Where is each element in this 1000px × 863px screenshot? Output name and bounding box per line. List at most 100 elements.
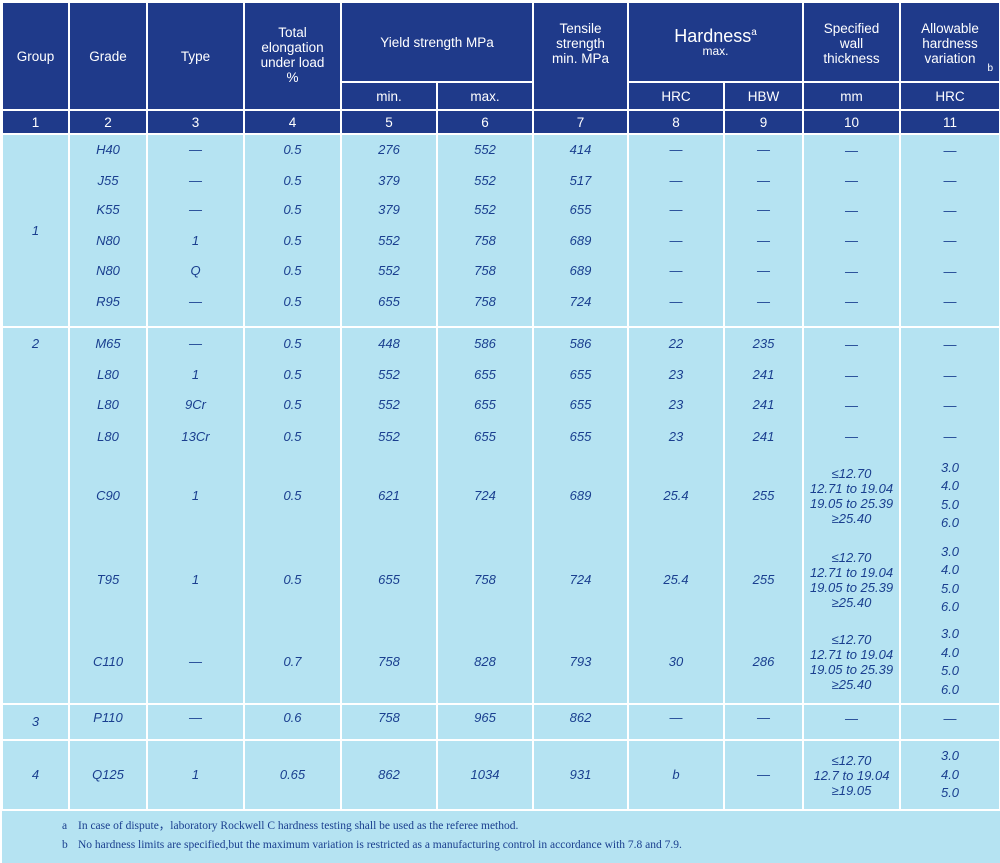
type-cell: — (146, 621, 245, 704)
table-body: 1 H40—0.5 276 552 414— — — — J55—0.5 379 552 517— — —… (1, 133, 1000, 810)
column-number: 3 (146, 109, 245, 135)
header-group: Group (1, 1, 70, 111)
hbw-cell: — (722, 196, 805, 224)
variation-value: 6.0 (940, 681, 960, 697)
spacer-cell (899, 318, 1000, 327)
yield-min-cell: 862 (340, 739, 438, 810)
column-number: 10 (802, 109, 902, 135)
wall-thickness-cell: — (802, 224, 902, 257)
hbw-cell: 241 (722, 390, 805, 420)
grade-cell: T95 (68, 538, 148, 621)
wall-thickness-cell: ≤12.70 12.7 to 19.04 ≥19.05 (802, 739, 902, 810)
hardness-variation-cell: — (899, 133, 1000, 165)
wall-thickness-value: ≤12.70 (831, 465, 872, 481)
spacer-cell (899, 731, 1000, 740)
grade-cell: N80 (68, 257, 148, 285)
group-cell: 3 (1, 703, 70, 740)
hardness-variation-cell: 3.0 4.0 5.0 6.0 (899, 538, 1000, 621)
hrc-cell: 23 (627, 390, 725, 420)
footnotes-cell: a In case of dispute，laboratory Rockwell … (2, 809, 1000, 863)
group-spacer (2, 731, 1000, 740)
column-number: 4 (243, 109, 342, 135)
grade-cell: R95 (68, 285, 148, 318)
spacer-cell (532, 731, 629, 740)
wall-thickness-cell: — (802, 133, 902, 165)
footnote-a: a In case of dispute，laboratory Rockwell … (62, 820, 519, 832)
table-row: K55—0.5 379 552 655— — — — (2, 196, 1000, 224)
yield-max-cell: 655 (436, 390, 534, 420)
type-cell: — (146, 326, 245, 360)
column-number: 9 (722, 109, 805, 135)
hrc-cell: 22 (627, 326, 725, 360)
header-elongation: Total elongation under load % (243, 1, 342, 111)
column-number: 1 (1, 109, 70, 135)
hbw-cell: — (722, 703, 805, 731)
wall-thickness-value: ≤12.70 (831, 632, 872, 647)
yield-min-cell: 758 (340, 621, 438, 704)
hardness-variation-cell: — (899, 257, 1000, 285)
wall-thickness-cell: — (802, 360, 902, 390)
grade-cell: P110 (68, 703, 148, 731)
column-number: 5 (340, 109, 438, 135)
yield-min-cell: 621 (340, 453, 438, 538)
yield-min-cell: 379 (340, 165, 438, 196)
wall-thickness-cell: — (802, 285, 902, 318)
group-cell: 1 (1, 133, 70, 327)
elongation-cell: 0.5 (243, 285, 342, 318)
variation-value: 4.0 (940, 766, 960, 782)
tensile-cell: 655 (532, 390, 629, 420)
footnote-b: b No hardness limits are specified,but th… (62, 839, 682, 851)
tensile-cell: 724 (532, 285, 629, 318)
tensile-cell: 414 (532, 133, 629, 165)
column-number: 2 (68, 109, 148, 135)
hbw-cell: — (722, 739, 805, 810)
wall-thickness-value: — (845, 429, 859, 444)
spacer-cell (146, 318, 245, 327)
elongation-cell: 0.5 (243, 196, 342, 224)
tensile-cell: 724 (532, 538, 629, 621)
wall-thickness-value: 12.7 to 19.04 (813, 767, 890, 783)
yield-min-cell: 552 (340, 420, 438, 453)
column-number-row: 1 2 3 4 5 6 7 8 9 10 11 (1, 109, 1000, 135)
hrc-cell: 25.4 (627, 538, 725, 621)
wall-thickness-cell: ≤12.70 12.71 to 19.04 19.05 to 25.39 ≥25.40 (802, 538, 902, 621)
variation-value: — (943, 202, 957, 218)
hbw-cell: — (722, 285, 805, 318)
type-cell: 9Cr (146, 390, 245, 420)
type-cell: — (146, 133, 245, 165)
table-row: L80 1 0.5 552 655 655 23 241— — (2, 360, 1000, 390)
wall-thickness-value: ≥19.05 (831, 782, 872, 798)
hbw-cell: 255 (722, 538, 805, 621)
spacer-cell (243, 731, 342, 740)
hbw-cell: 241 (722, 360, 805, 390)
wall-thickness-cell: ≤12.70 12.71 to 19.04 19.05 to 25.39 ≥25.40 (802, 621, 902, 704)
wall-thickness-cell: — (802, 326, 902, 360)
variation-value: 3.0 (940, 626, 960, 641)
header-type: Type (146, 1, 245, 111)
wall-thickness-value: 19.05 to 25.39 (809, 662, 894, 677)
hrc-cell: — (627, 285, 725, 318)
yield-min-cell: 276 (340, 133, 438, 165)
hrc-cell: — (627, 165, 725, 196)
hrc-cell: 23 (627, 420, 725, 453)
variation-value: — (943, 336, 957, 352)
spacer-cell (802, 318, 902, 327)
elongation-cell: 0.6 (243, 703, 342, 731)
hardness-variation-cell: — (899, 390, 1000, 420)
hrc-cell: 23 (627, 360, 725, 390)
variation-value: 3.0 (940, 748, 960, 764)
variation-value: — (943, 367, 957, 383)
grade-cell: L80 (68, 420, 148, 453)
table-row: T95 1 0.5 655 758 724 25.4 255 ≤12.70 12.71 to 19… (2, 538, 1000, 621)
hrc-cell: 25.4 (627, 453, 725, 538)
grade-cell: H40 (68, 133, 148, 165)
hardness-variation-cell: 3.0 4.0 5.0 6.0 (899, 621, 1000, 704)
type-cell: — (146, 196, 245, 224)
tensile-cell: 655 (532, 196, 629, 224)
spacer-cell (436, 318, 534, 327)
variation-value: 3.0 (940, 543, 960, 559)
variation-value: 6.0 (940, 599, 960, 614)
header-variation-unit: HRC (899, 81, 1000, 111)
wall-thickness-cell: ≤12.70 12.71 to 19.04 19.05 to 25.39 ≥25.40 (802, 453, 902, 538)
